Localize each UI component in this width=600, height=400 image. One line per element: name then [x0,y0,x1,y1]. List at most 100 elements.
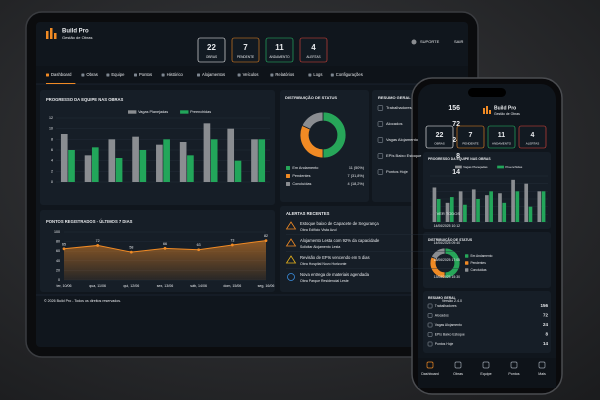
nav-item[interactable]: Obras [86,72,97,77]
data-label: 63 [197,243,201,247]
phone-nav-icon [538,361,546,369]
bar [203,123,211,182]
x-tick-label: sex, 13/06 [157,284,174,288]
stat-box [456,125,485,149]
support-link[interactable]: SUPORTE [420,39,440,44]
summary-value: 72 [543,313,549,318]
bar [234,160,242,182]
x-tick-label: seg, 16/06 [258,284,275,288]
y-tick-label: 80 [56,240,60,244]
phone-nav-icon [426,361,434,369]
phone-subtitle: Gestão de Obras [494,112,520,116]
nav-item[interactable]: Logs [313,72,322,77]
nav-icon [330,73,334,77]
bar [156,144,163,182]
nav-item[interactable]: Veículos [243,72,259,77]
bar [432,187,437,222]
data-label: 82 [264,234,268,238]
stat-box [425,125,454,149]
nav-item[interactable]: Dashboard [51,72,72,77]
legend-label: Concluídas [470,268,486,272]
y-tick-label: 60 [56,249,60,253]
summary-icon [427,313,433,318]
bar [139,150,147,182]
chart-title: PONTOS REGISTRADOS - ÚLTIMOS 7 DIAS [46,219,133,224]
nav-icon [161,73,165,77]
bar [502,202,507,222]
y-tick-label: 40 [56,259,60,263]
bar [84,155,92,182]
alert-detail: Obra Hospital Novo Horizonte [300,262,347,266]
legend-label: Vagas Planejadas [463,165,488,169]
legend-swatch [465,261,469,265]
bar [541,191,546,222]
phone-nav-bar [418,358,556,388]
bar [524,183,529,222]
bar [163,139,170,182]
summary-label: Vagas Alojamento [435,323,462,327]
support-icon [411,39,417,45]
nav-item[interactable]: Equipe [111,72,125,77]
stat-label: ANDAMENTO [269,55,290,59]
summary-value: 24 [543,322,549,327]
phone-nav-item[interactable]: Equipe [480,372,491,376]
footer-copyright: © 2026 Build Pro - Todos os direitos res… [44,299,121,303]
phone-nav-item[interactable]: Obras [453,372,463,376]
stat-box [197,37,226,63]
alert-detail: Solicitar Alojamento Lesta [300,245,340,249]
phone-nav-item[interactable]: Pontos [508,372,519,376]
phone-nav-item[interactable]: Mais [538,372,546,376]
data-label: 58 [129,246,133,250]
alerts-link[interactable]: VER TODOS [437,211,461,216]
legend-swatch [286,166,290,170]
bar [458,191,463,222]
y-tick-label: 8 [51,137,53,141]
summary-title: RESUMO GERAL [378,95,411,100]
legend-swatch [128,110,137,114]
summary-label: Trabalhadores [386,105,412,110]
bar [489,191,493,222]
bar [485,195,489,222]
nav-icon [197,73,200,77]
stat-value: 22 [207,43,216,52]
summary-icon [377,153,384,159]
stat-label: PENDENTE [462,141,478,145]
summary-value: 156 [540,303,548,308]
nav-item[interactable]: Pontos [139,72,152,77]
nav-item[interactable]: Histórico [167,72,184,77]
summary-icon [427,303,433,309]
nav-item[interactable]: Configurações [336,72,363,77]
value-label: 11 (50%) [349,166,365,170]
brand: Build Pro [62,29,89,35]
nav-icon [46,73,49,77]
chart-title: PROGRESSO DA EQUIPE NAS OBRAS [46,97,124,102]
nav-item[interactable]: Relatórios [275,72,294,77]
summary-value: 14 [543,341,549,346]
data-label: 72 [96,239,100,243]
bar [91,147,99,182]
chart-title: DISTRIBUIÇÃO DE STATUS [428,237,473,242]
bar [251,139,258,182]
summary-label: Pontos Hoje [435,342,454,346]
data-label: 73 [230,238,234,242]
y-tick-label: 20 [56,268,60,272]
point [264,239,268,243]
chart-title: PROGRESSO DA EQUIPE NAS OBRAS [428,157,491,161]
nav-icon [106,73,110,77]
bar [476,199,480,222]
logout-link[interactable]: SAIR [454,39,463,44]
alert-title: Alojamento Lesta com 92% da capacidade [300,238,380,243]
legend-label: Em Andamento [292,166,318,170]
nav-item[interactable]: Alojamentos [202,72,225,77]
stat-value: 4 [531,132,535,139]
summary-label: Vagas Alojamento [386,137,419,142]
legend-label: Vagas Planejadas [138,110,168,114]
logo [46,28,57,39]
summary-value: 8 [456,153,460,160]
stat-box [299,37,328,63]
phone-nav-item[interactable]: Dashboard [421,372,439,376]
stat-label: OBRAS [434,141,445,145]
summary-icon [377,121,384,127]
phone-notch [468,88,506,97]
summary-label: EPIs Baixo Estoque [386,153,422,158]
